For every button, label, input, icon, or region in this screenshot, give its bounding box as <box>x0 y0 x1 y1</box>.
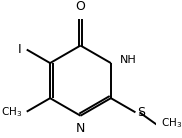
Text: CH$_3$: CH$_3$ <box>1 105 23 119</box>
Text: CH$_3$: CH$_3$ <box>161 116 182 130</box>
Text: S: S <box>137 106 145 119</box>
Text: N: N <box>76 122 85 136</box>
Text: I: I <box>18 43 21 56</box>
Text: NH: NH <box>120 55 137 65</box>
Text: O: O <box>76 0 85 13</box>
